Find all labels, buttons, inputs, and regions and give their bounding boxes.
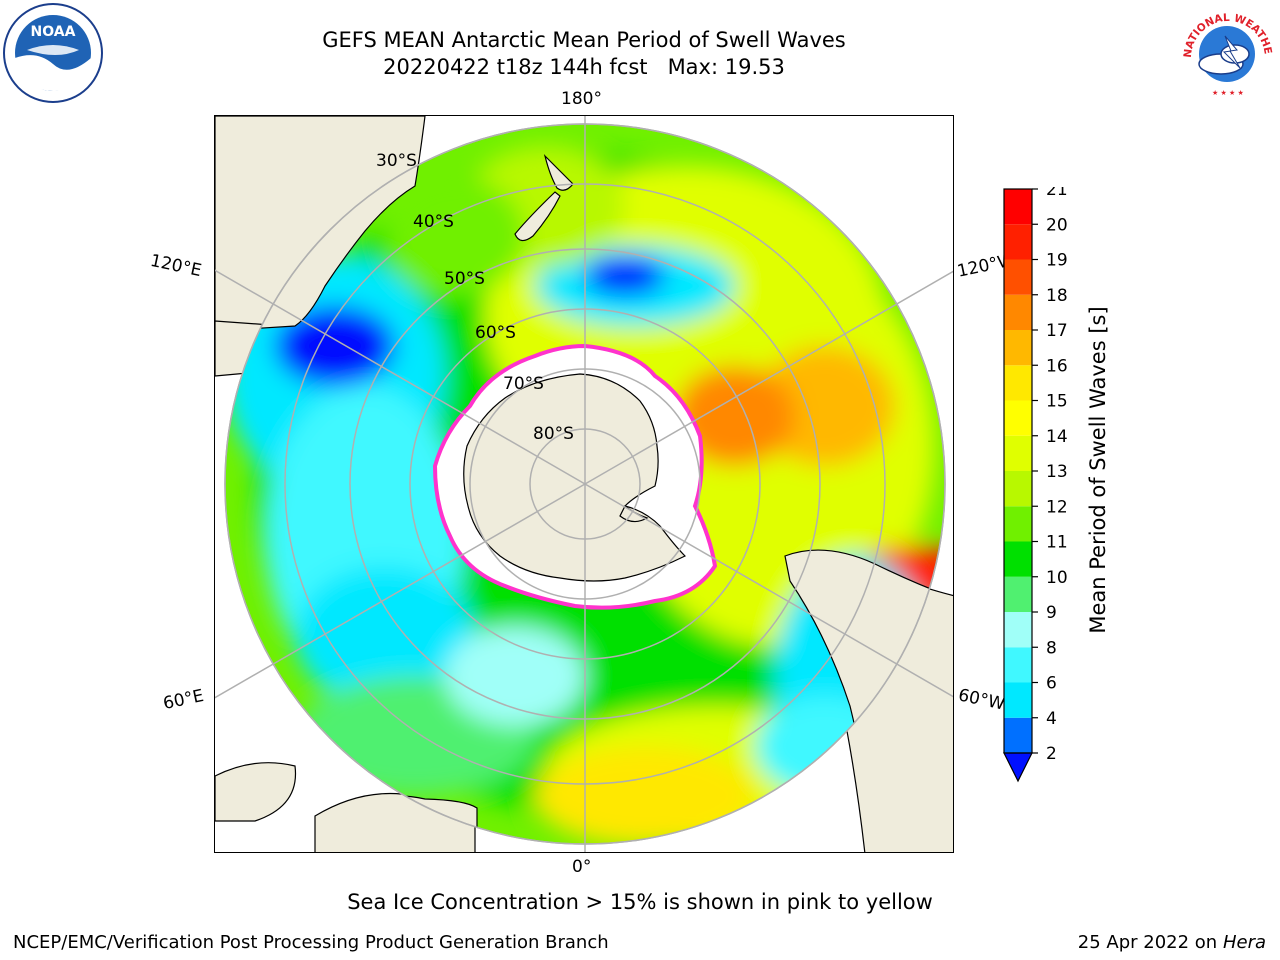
- colorbar-cell: [1004, 435, 1032, 471]
- colorbar-cell: [1004, 612, 1032, 648]
- colorbar-tick-label: 8: [1046, 638, 1057, 658]
- polar-map: [215, 116, 953, 852]
- colorbar-extend-min: [1003, 752, 1033, 783]
- colorbar-cell: [1004, 400, 1032, 436]
- colorbar: 2 4 6 8 9 10 11 12 13 14 15 16 17 18 19 20 21: [1003, 187, 1068, 783]
- lat-label-60s: 60°S: [475, 323, 516, 343]
- colorbar-tick-label: 6: [1046, 674, 1057, 694]
- field-patch: [295, 566, 475, 706]
- meridian-line: [584, 483, 953, 698]
- colorbar-tick-label: 19: [1046, 251, 1068, 271]
- meridian-label-120e: 120°E: [148, 250, 204, 282]
- map-frame: [214, 115, 954, 853]
- colorbar-tick-label: 16: [1046, 356, 1068, 376]
- colorbar-cell: [1004, 541, 1032, 577]
- colorbar-tick-label: 12: [1046, 497, 1068, 517]
- field-patch: [675, 366, 795, 466]
- colorbar-cell: [1004, 647, 1032, 683]
- footer-machine: Hera: [1222, 932, 1266, 953]
- nws-logo: NATIONAL WEATHER SERVICE ★ ★ ★ ★: [1177, 2, 1274, 99]
- noaa-logo: NOAA: [3, 3, 103, 103]
- colorbar-tick-label: 20: [1046, 215, 1068, 235]
- colorbar-cell: [1004, 224, 1032, 260]
- colorbar-label: Mean Period of Swell Waves [s]: [1086, 306, 1110, 634]
- lat-label-70s: 70°S: [503, 374, 544, 394]
- colorbar-cell: [1004, 682, 1032, 718]
- field-patch: [535, 746, 755, 844]
- colorbar-tick-label: 18: [1046, 286, 1068, 306]
- colorbar-cell: [1004, 717, 1032, 753]
- colorbar-tick-label: 2: [1046, 744, 1057, 764]
- colorbar-cell: [1004, 576, 1032, 612]
- field-patch: [585, 256, 665, 296]
- meridian-label-180: 180°: [561, 89, 602, 109]
- meridian-label-0: 0°: [572, 857, 592, 877]
- colorbar-tick-label: 9: [1046, 603, 1057, 623]
- svg-text:★ ★ ★ ★: ★ ★ ★ ★: [1212, 89, 1244, 97]
- meridian-line: [215, 269, 586, 485]
- chart-title: GEFS MEAN Antarctic Mean Period of Swell…: [322, 28, 846, 52]
- footer-date: 25 Apr 2022 on Hera: [1078, 932, 1266, 953]
- field-patch: [385, 176, 525, 296]
- colorbar-cell: [1004, 365, 1032, 401]
- meridian-line: [584, 270, 953, 485]
- field-patch: [275, 306, 395, 386]
- meridian-label-60w: 60°W: [956, 685, 1007, 715]
- colorbar-tick-label: 10: [1046, 568, 1068, 588]
- lat-label-80s: 80°S: [533, 424, 574, 444]
- footer-branch: NCEP/EMC/Verification Post Processing Pr…: [13, 932, 609, 953]
- colorbar-tick-label: 14: [1046, 427, 1068, 447]
- field-patch: [755, 346, 895, 466]
- meridian-line: [215, 483, 586, 699]
- colorbar-cell: [1004, 506, 1032, 542]
- colorbar-cell: [1004, 189, 1032, 225]
- colorbar-tick-label: 21: [1046, 187, 1068, 200]
- meridian-label-60e: 60°E: [161, 685, 206, 715]
- colorbar-tick-label: 4: [1046, 709, 1057, 729]
- colorbar-cell: [1004, 294, 1032, 330]
- sea-ice-note: Sea Ice Concentration > 15% is shown in …: [347, 890, 933, 914]
- colorbar-tick-label: 15: [1046, 392, 1068, 412]
- colorbar-cell: [1004, 330, 1032, 366]
- colorbar-cell: [1004, 259, 1032, 295]
- colorbar-cell: [1004, 471, 1032, 507]
- colorbar-tick-label: 11: [1046, 533, 1068, 553]
- chart-subtitle-run: 20220422 t18z 144h fcst Max: 19.53: [383, 55, 785, 79]
- lat-label-30s: 30°S: [376, 151, 417, 171]
- footer-date-text: 25 Apr 2022 on: [1077, 932, 1218, 953]
- field-patch: [445, 626, 585, 726]
- lat-label-50s: 50°S: [444, 269, 485, 289]
- lat-label-40s: 40°S: [413, 212, 454, 232]
- noaa-logo-text: NOAA: [31, 24, 76, 40]
- colorbar-tick-label: 17: [1046, 321, 1068, 341]
- colorbar-tick-label: 13: [1046, 462, 1068, 482]
